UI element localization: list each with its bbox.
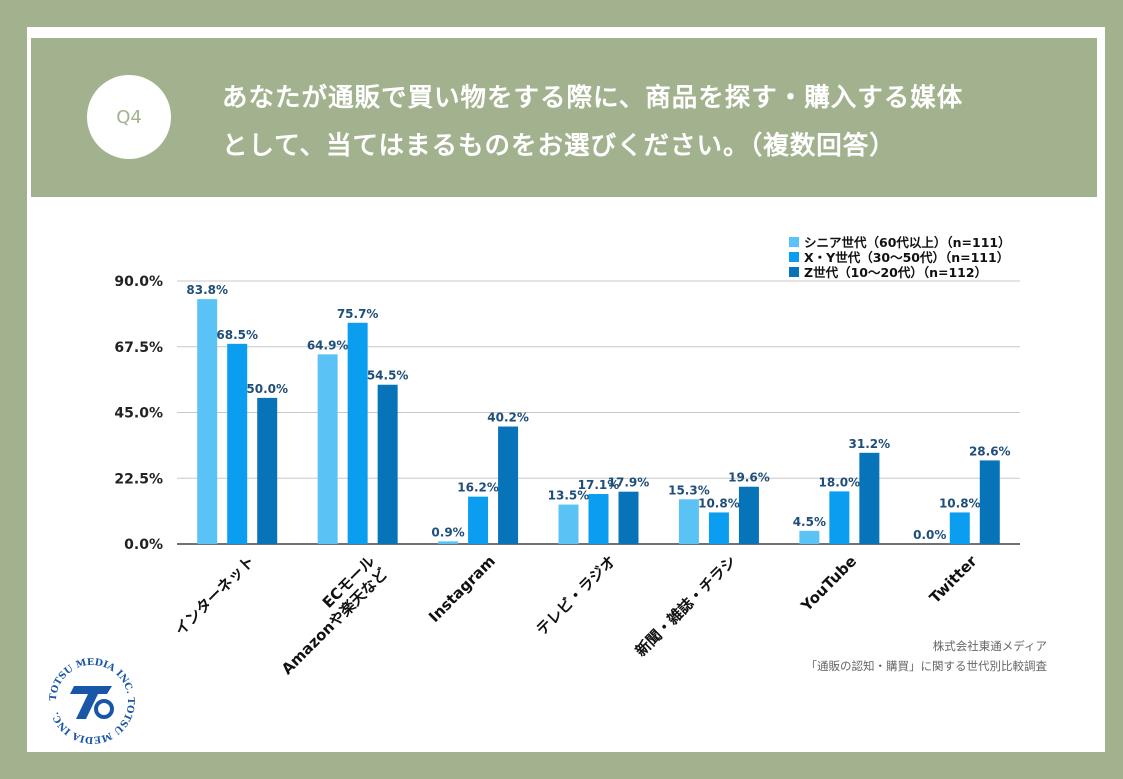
bar	[829, 491, 850, 544]
x-tick-label: YouTube	[797, 552, 860, 615]
question-number-badge: Q4	[87, 75, 171, 159]
x-tick-label: Instagram	[425, 552, 499, 626]
legend-label: X・Y世代（30〜50代）（n=111）	[804, 250, 1009, 265]
bar	[949, 512, 970, 544]
logo-mark-dot	[94, 699, 114, 719]
data-label: 10.8%	[939, 496, 981, 510]
data-label: 15.3%	[668, 483, 710, 497]
bar	[227, 343, 248, 544]
bar	[979, 460, 1000, 544]
data-label: 75.7%	[337, 307, 379, 321]
x-tick-label-line: テレビ・ラジオ	[533, 552, 620, 639]
data-label: 10.8%	[698, 496, 740, 510]
x-tick-label: インターネット	[171, 552, 258, 639]
data-label: 50.0%	[246, 382, 288, 396]
x-tick-label-line: Instagram	[425, 552, 499, 626]
x-tick-label: テレビ・ラジオ	[533, 552, 620, 639]
bar	[708, 512, 729, 544]
data-label: 83.8%	[186, 283, 228, 297]
credit-block: 株式会社東通メディア 「通販の認知・購買」に関する世代別比較調査	[806, 636, 1048, 676]
data-label: 19.6%	[728, 471, 770, 485]
x-tick-label-line: YouTube	[797, 552, 860, 615]
bar	[197, 299, 218, 544]
data-label: 28.6%	[969, 444, 1011, 458]
data-label: 4.5%	[793, 515, 826, 529]
bar	[377, 384, 398, 544]
data-label: 64.9%	[307, 338, 349, 352]
credit-company: 株式会社東通メディア	[932, 639, 1047, 653]
legend-label: シニア世代（60代以上）（n=111）	[804, 235, 1011, 250]
bar	[678, 499, 699, 544]
bar	[588, 494, 609, 544]
y-tick-label: 22.5%	[114, 471, 163, 487]
credit-survey: 「通販の認知・購買」に関する世代別比較調査	[805, 659, 1048, 673]
bar	[558, 504, 579, 544]
data-label: 16.2%	[457, 481, 499, 495]
question-line-1: あなたが通販で買い物をする際に、商品を探す・購入する媒体	[222, 83, 964, 113]
x-tick-label-line: Twitter	[926, 552, 981, 607]
bar	[257, 397, 278, 544]
x-tick-label: ECモールAmazonや楽天など	[265, 552, 391, 678]
bar	[347, 322, 368, 544]
legend-swatch	[789, 237, 799, 247]
y-tick-label: 45.0%	[114, 406, 163, 422]
x-tick-label-line: 新聞・雑誌・チラシ	[632, 552, 740, 660]
bar	[618, 491, 639, 544]
data-label: 13.5%	[548, 489, 590, 503]
data-label: 0.0%	[913, 528, 946, 542]
bar	[498, 426, 519, 544]
logo-mark	[70, 686, 112, 719]
data-label: 68.5%	[216, 328, 258, 342]
bar	[799, 530, 820, 544]
data-label: 17.1%	[578, 478, 620, 492]
data-label: 40.2%	[487, 411, 529, 425]
data-label: 54.5%	[367, 369, 409, 383]
bar	[859, 452, 880, 544]
data-label: 17.9%	[608, 476, 650, 490]
company-logo: TOTSU MEDIA INC. TOTSU MEDIA INC.	[48, 657, 136, 745]
legend-swatch	[789, 267, 799, 277]
legend-swatch	[789, 252, 799, 262]
x-tick-label: Twitter	[926, 552, 981, 607]
y-tick-label: 0.0%	[124, 537, 163, 553]
bar	[468, 496, 489, 544]
y-tick-label: 67.5%	[114, 340, 163, 356]
bar	[438, 541, 459, 544]
y-tick-label: 90.0%	[114, 274, 163, 290]
question-line-2: として、当てはまるものをお選びください。（複数回答）	[222, 131, 896, 161]
data-label: 31.2%	[849, 437, 891, 451]
legend-label: Z世代（10〜20代）（n=112）	[804, 265, 987, 280]
data-label: 0.9%	[431, 525, 464, 539]
bar	[738, 486, 759, 544]
question-header	[31, 38, 1097, 197]
x-tick-label-line: Amazonや楽天など	[278, 565, 391, 678]
data-label: 18.0%	[819, 475, 861, 489]
question-text: あなたが通販で買い物をする際に、商品を探す・購入する媒体 として、当てはまるもの…	[222, 74, 1082, 170]
x-tick-label: 新聞・雑誌・チラシ	[632, 552, 740, 660]
x-tick-label-line: インターネット	[171, 552, 258, 639]
bar	[317, 354, 338, 544]
